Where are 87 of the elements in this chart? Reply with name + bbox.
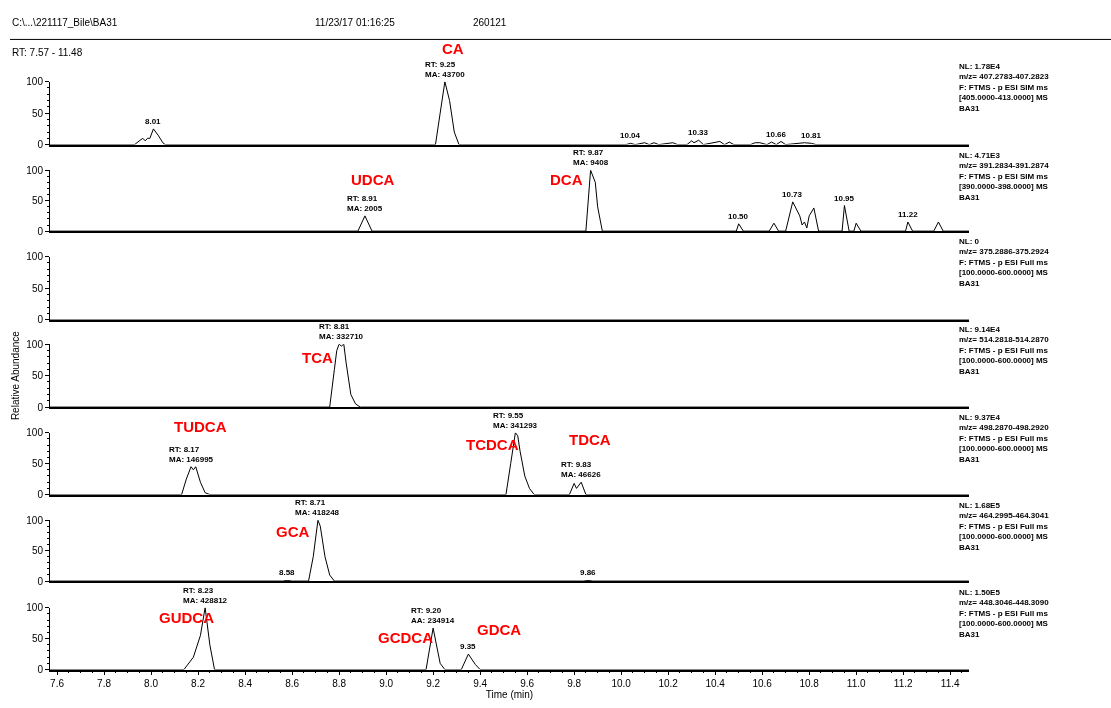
x-tick-label: 10.4 [705,678,726,690]
y-tick-label: 0 [37,139,44,151]
x-axis-title: Time (min) [485,689,534,701]
x-tick-label: 11.4 [940,678,960,690]
annotation: NL: 9.14E4 m/z= 514.2818-514.2870 F: FTMS - p ESI Full ms [100.0000-600.0000] MS BA31 [959,325,1050,376]
annotation: RT: 9.87 MA: 9408 [573,148,609,168]
x-tick-label: 10.0 [611,678,632,690]
annotation: TUDCA [174,418,227,435]
y-tick-label: 100 [26,251,44,263]
y-tick-label: 0 [37,225,44,237]
text: CA [442,40,464,57]
x-tick-label: 8.0 [144,678,159,690]
x-tick-label: 11.0 [846,678,866,690]
y-tick-label: 100 [26,76,44,88]
annotation: NL: 1.68E5 m/z= 464.2995-464.3041 F: FTMS - p ESI Full ms [100.0000-600.0000] MS BA31 [959,501,1050,552]
annotation: 10.66 [766,130,787,139]
annotation: RT: 8.17 MA: 146995 [169,445,214,465]
y-tick-label: 0 [37,489,44,501]
annotation: GCA [276,523,310,540]
annotation: RT: 9.83 MA: 46626 [561,460,602,480]
annotation: TCA [302,349,333,366]
x-tick-label: 8.6 [285,678,300,690]
y-tick-label: 50 [31,195,44,207]
x-tick-label: 9.8 [567,678,582,690]
y-tick-label: 100 [26,602,44,614]
x-tick-label: 10.6 [752,678,773,690]
y-tick-label: 100 [26,514,44,526]
y-tick-label: 50 [31,107,44,119]
annotation: GCDCA [378,629,434,646]
annotation: 8.58 [279,568,296,577]
annotation: GDCA [477,621,522,638]
x-tick-label: 10.8 [799,678,820,690]
x-tick-label: 10.2 [658,678,679,690]
chart-subtitle: RT: 7.57 - 11.48 [12,47,83,58]
x-tick-label: 8.4 [238,678,253,690]
chart-title: C:\...\221117_Bile\BA31 [12,17,118,28]
annotation: RT: 8.71 MA: 418248 [295,498,340,518]
x-tick-label: 7.8 [97,678,112,690]
y-tick-label: 0 [37,664,44,676]
y-tick-label: 50 [31,282,44,294]
x-tick-label: 9.2 [426,678,441,690]
annotation: 9.35 [460,642,477,651]
annotation: RT: 9.25 MA: 43700 [425,60,466,80]
x-tick-label: 11.2 [893,678,913,690]
annotation: RT: 8.81 MA: 332710 [319,322,364,342]
x-tick-label: 9.4 [473,678,488,690]
annotation: RT: 8.23 MA: 428812 [183,586,228,606]
annotation: NL: 4.71E3 m/z= 391.2834-391.2874 F: FTMS - p ESI SIM ms [390.0000-398.0000] MS BA31 [959,151,1050,202]
x-tick-label: 9.0 [379,678,394,690]
annotation: 11.22 [898,210,919,219]
annotation: RT: 8.91 MA: 2005 [347,194,383,214]
x-tick-label: 8.8 [332,678,347,690]
annotation: TDCA [569,431,611,448]
text: 260121 [473,17,507,28]
y-tick-label: 100 [26,427,44,439]
annotation: 10.95 [834,194,855,203]
annotation: RT: 9.55 MA: 341293 [493,411,538,431]
annotation: NL: 1.78E4 m/z= 407.2783-407.2823 F: FTMS - p ESI SIM ms [405.0000-413.0000] MS BA31 [959,62,1050,113]
annotation: NL: 0 m/z= 375.2886-375.2924 F: FTMS - p ESI Full ms [100.0000-600.0000] MS BA31 [959,237,1050,288]
y-tick-label: 100 [26,338,44,350]
y-tick-label: 0 [37,575,44,587]
annotation: NL: 1.50E5 m/z= 448.3046-448.3090 F: FTMS - p ESI Full ms [100.0000-600.0000] MS BA31 [959,588,1050,639]
annotation: 9.86 [580,568,597,577]
annotation: 10.04 [620,131,641,140]
y-tick-label: 50 [31,633,44,645]
annotation: 10.50 [728,212,749,221]
text: 11/23/17 01:16:25 [315,17,396,28]
y-axis-title: Relative Abundance [10,330,22,421]
annotation: NL: 9.37E4 m/z= 498.2870-498.2920 F: FTMS - p ESI Full ms [100.0000-600.0000] MS BA31 [959,413,1050,464]
y-tick-label: 50 [31,370,44,382]
annotation: 10.73 [782,190,803,199]
annotation: UDCA [351,171,395,188]
annotation: GUDCA [159,609,215,626]
annotation: 10.33 [688,128,709,137]
annotation: 10.81 [801,131,822,140]
annotation: 8.01 [145,117,162,126]
y-tick-label: 50 [31,458,44,470]
y-tick-label: 0 [37,314,44,326]
y-tick-label: 50 [31,545,44,557]
annotation: DCA [550,171,583,188]
y-tick-label: 100 [26,164,44,176]
annotation: RT: 9.20 AA: 234914 [411,606,455,626]
x-tick-label: 8.2 [191,678,206,690]
annotation: TCDCA [466,436,519,453]
x-tick-label: 9.6 [520,678,535,690]
x-tick-label: 7.6 [50,678,65,690]
y-tick-label: 0 [37,401,44,413]
